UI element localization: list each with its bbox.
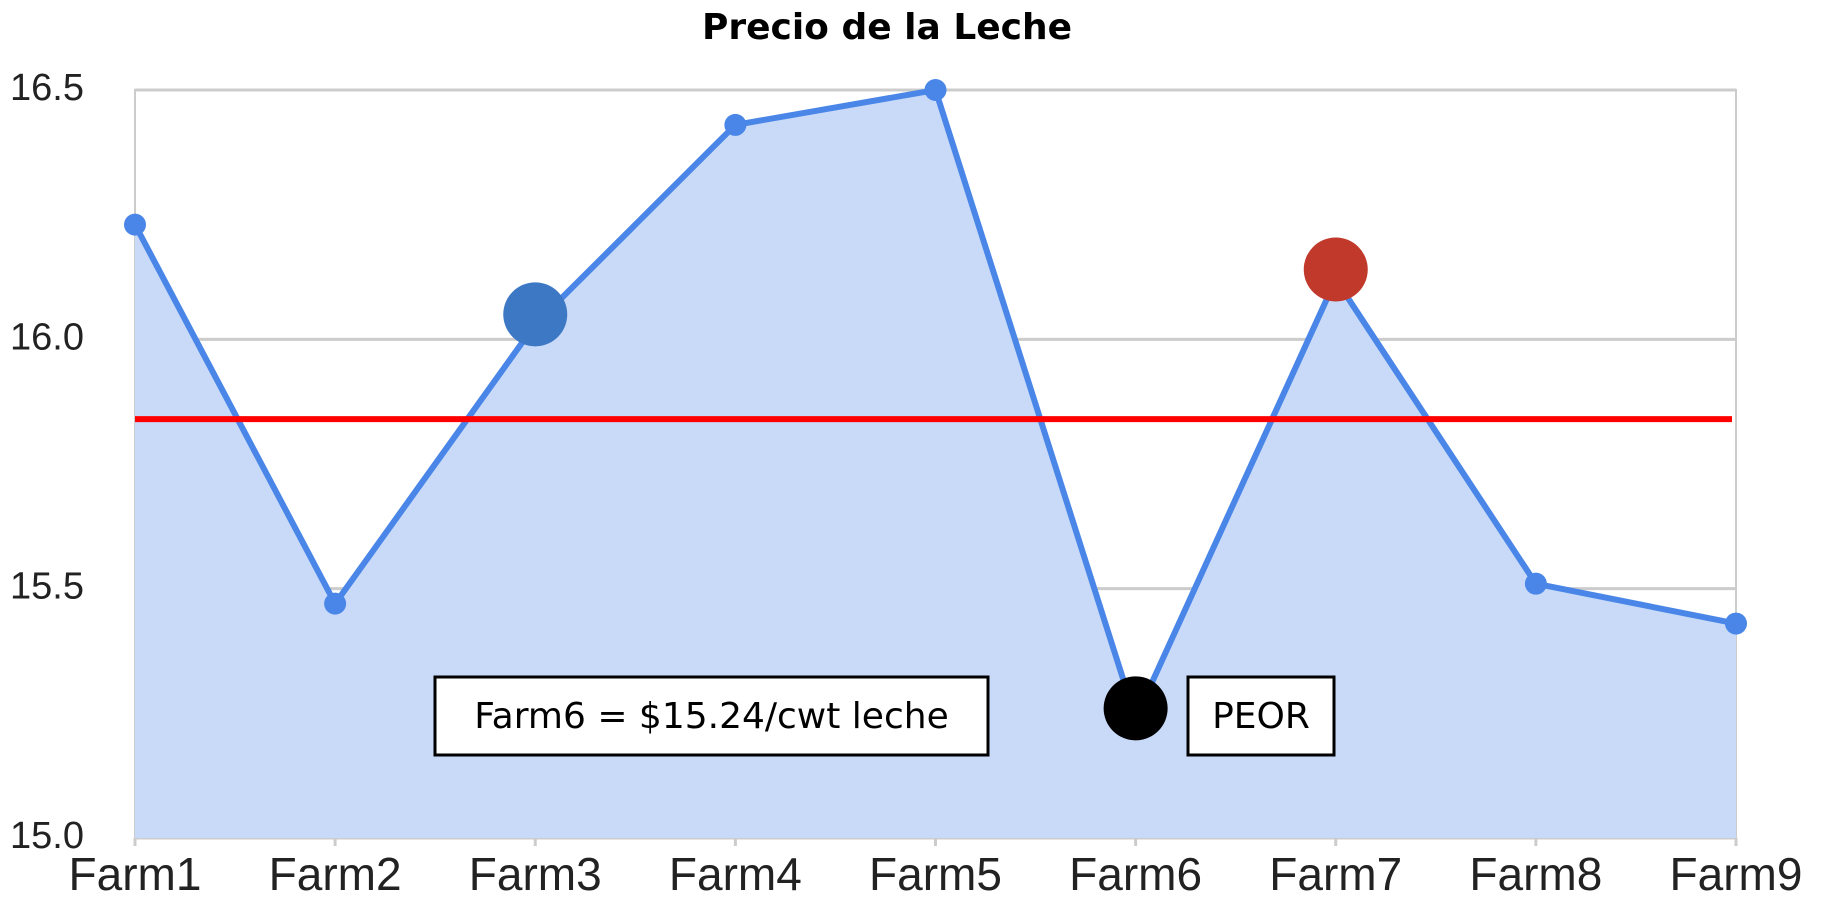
annotation-box: [433, 675, 990, 757]
x-tick-label: Farm1: [69, 848, 202, 900]
x-tick-label: Farm7: [1269, 848, 1402, 900]
x-tick-label: Farm8: [1469, 848, 1602, 900]
x-tick-label: Farm2: [269, 848, 402, 900]
annotation: PEOR: [1212, 696, 1310, 737]
x-tick-label: Farm5: [869, 848, 1002, 900]
annotation: Farm6 = $15.24/cwt leche: [474, 696, 948, 737]
point: [124, 213, 146, 236]
highlight-point: [503, 282, 568, 347]
x-tick-label: Farm9: [1670, 848, 1803, 900]
point: [724, 113, 747, 136]
annotation-box: [1186, 675, 1336, 757]
y-tick-label: 15.0: [10, 815, 84, 857]
point: [324, 592, 347, 615]
highlight-point: [1103, 676, 1168, 741]
point: [1725, 612, 1747, 635]
area: [135, 90, 1736, 838]
chart-title: Precio de la Leche: [702, 7, 1072, 48]
y-tick-label: 15.5: [10, 566, 84, 608]
y-tick-label: 16.5: [10, 67, 84, 109]
x-tick-label: Farm3: [469, 848, 602, 900]
point: [924, 79, 947, 101]
highlight-point: [1303, 237, 1368, 302]
y-tick-label: 16.0: [10, 316, 84, 358]
x-tick-label: Farm4: [669, 848, 802, 900]
x-tick-label: Farm6: [1069, 848, 1202, 900]
point: [1524, 572, 1547, 595]
